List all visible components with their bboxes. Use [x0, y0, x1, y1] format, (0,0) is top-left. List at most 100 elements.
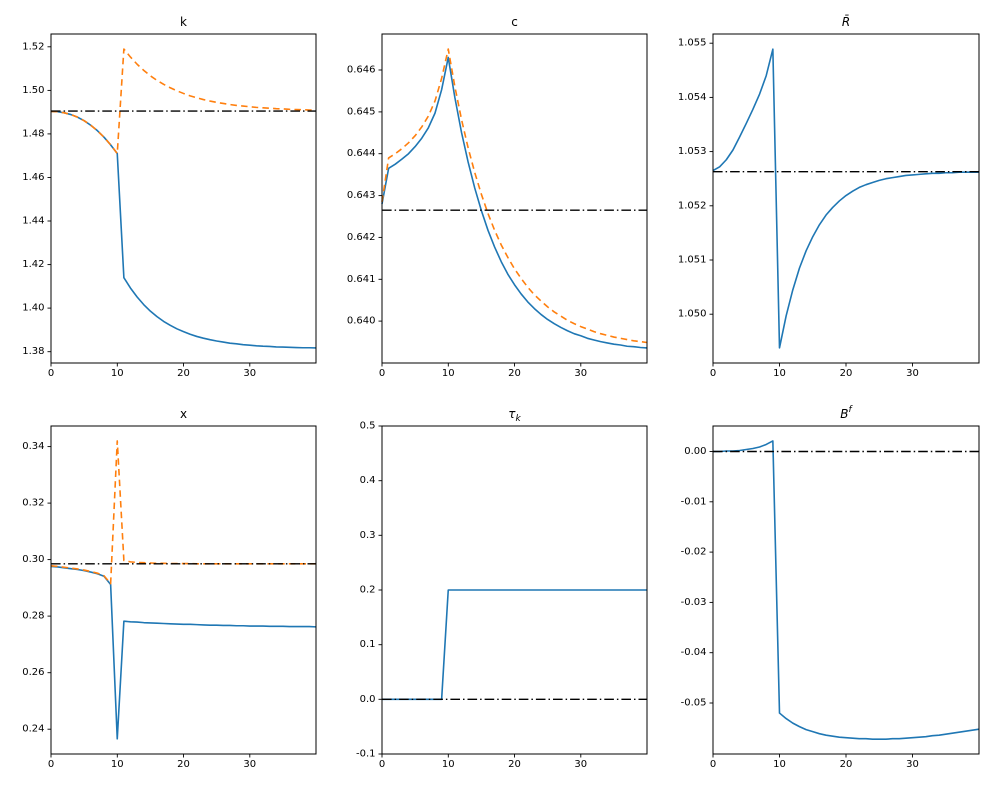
- series-line-dashed_orange: [50, 48, 317, 155]
- axes-border: [381, 425, 648, 755]
- series-line-solid_blue: [712, 48, 979, 349]
- subplot-b-f-title: Bf: [713, 402, 979, 427]
- subplot-b-f: Bf 0 10 20 30 -0.05 -0.04 -0.03 -0.02 -0.01 0.00: [681, 405, 980, 770]
- subplot-c: c 0 10 20 30 0.640 0.641 0.642 0.643 0.644 0.645 0…: [347, 15, 648, 379]
- subplot-tau-k-title-text: τ: [508, 407, 516, 421]
- subplot-c-title: c: [382, 10, 647, 35]
- x-tick-label: 10: [111, 368, 124, 379]
- axes-border: [712, 425, 980, 755]
- series-line-solid_blue: [381, 56, 648, 349]
- y-tick-label: 1.055: [678, 38, 707, 49]
- x-tick-label: 20: [840, 368, 853, 379]
- x-tick-label: 0: [379, 759, 385, 770]
- y-tick-label: 1.50: [22, 85, 44, 96]
- series-line-solid_blue: [50, 110, 317, 349]
- y-tick-label: 1.38: [22, 346, 44, 357]
- x-tick-label: 20: [177, 368, 190, 379]
- y-tick-label: 1.44: [22, 216, 44, 227]
- y-tick-label: 1.46: [22, 172, 44, 183]
- series-line-dashed_orange: [381, 48, 648, 344]
- y-tick-label: 1.42: [22, 259, 44, 270]
- x-tick-label: 30: [906, 759, 919, 770]
- y-tick-label: 0.5: [360, 421, 376, 432]
- subplot-tau-k-plot-area: 0 10 20 30 -0.1 0.0 0.1 0.2 0.3 0.4 0.5: [356, 421, 648, 770]
- subplot-c-title-text: c: [511, 15, 518, 29]
- subplot-tau-k: τk 0 10 20 30 -0.1 0.0 0.1 0.2 0.3 0.4 0.5: [356, 407, 648, 770]
- subplot-x: x 0 10 20 30 0.24 0.26 0.28 0.30 0.32 0.34: [22, 407, 317, 770]
- y-tick-label: 1.40: [22, 303, 44, 314]
- y-tick-label: 0.26: [22, 667, 44, 678]
- y-tick-label: 0.2: [360, 585, 376, 596]
- y-tick-label: 0.4: [360, 475, 376, 486]
- subplot-k-title-text: k: [180, 15, 187, 29]
- axes-border: [50, 425, 317, 755]
- x-tick-label: 10: [442, 368, 455, 379]
- y-tick-label: 0.644: [347, 148, 376, 159]
- x-tick-label: 20: [840, 759, 853, 770]
- x-tick-label: 0: [710, 759, 716, 770]
- subplot-k: k 0 10 20 30 1.38 1.40 1.42 1.44 1.46 1.48 1.50 1.5…: [22, 15, 317, 379]
- subplot-b-f-title-text: B: [840, 407, 849, 421]
- y-tick-label: 0.645: [347, 106, 376, 117]
- y-tick-label: 0.641: [347, 274, 376, 285]
- subplot-tau-k-title-subscript: k: [515, 414, 521, 424]
- y-tick-label: 0.28: [22, 611, 44, 622]
- y-tick-label: 0.34: [22, 441, 44, 452]
- x-tick-label: 10: [111, 759, 124, 770]
- x-tick-label: 30: [243, 368, 256, 379]
- x-tick-label: 30: [243, 759, 256, 770]
- y-tick-label: 1.054: [678, 92, 707, 103]
- subplot-c-plot-area: 0 10 20 30 0.640 0.641 0.642 0.643 0.644 0.645 0.6…: [347, 33, 648, 379]
- y-tick-label: 0.24: [22, 724, 44, 735]
- subplot-k-title: k: [51, 10, 316, 35]
- subplot-b-f-plot-area: 0 10 20 30 -0.05 -0.04 -0.03 -0.02 -0.01 0.00: [681, 425, 980, 770]
- y-tick-label: -0.02: [681, 547, 707, 558]
- y-tick-label: 1.052: [678, 200, 707, 211]
- y-tick-label: 0.643: [347, 190, 376, 201]
- subplot-r-bar-title: R̄: [713, 10, 979, 35]
- y-tick-label: 0.32: [22, 498, 44, 509]
- axes-border: [712, 33, 980, 364]
- y-tick-label: 1.52: [22, 41, 44, 52]
- x-tick-label: 10: [773, 368, 786, 379]
- subplot-x-title: x: [51, 402, 316, 427]
- series-line-solid_blue: [50, 565, 317, 740]
- x-tick-label: 10: [773, 759, 786, 770]
- y-tick-label: 0.1: [360, 639, 376, 650]
- y-tick-label: 0.0: [360, 694, 376, 705]
- x-tick-label: 0: [710, 368, 716, 379]
- y-tick-label: 0.3: [360, 530, 376, 541]
- subplot-r-bar: R̄ 0 10 20 30 1.050 1.051 1.052 1.053 1.054 1.055: [678, 15, 980, 379]
- y-tick-label: 0.642: [347, 232, 376, 243]
- y-tick-label: 1.053: [678, 146, 707, 157]
- x-tick-label: 20: [508, 368, 521, 379]
- y-tick-label: 0.30: [22, 554, 44, 565]
- x-tick-label: 30: [906, 368, 919, 379]
- x-tick-label: 0: [379, 368, 385, 379]
- y-tick-label: -0.01: [681, 496, 707, 507]
- x-tick-label: 0: [48, 368, 54, 379]
- y-tick-label: 1.051: [678, 255, 707, 266]
- subplot-r-bar-plot-area: 0 10 20 30 1.050 1.051 1.052 1.053 1.054 1.055: [678, 33, 980, 379]
- x-tick-label: 30: [574, 759, 587, 770]
- x-tick-label: 30: [574, 368, 587, 379]
- y-tick-label: -0.04: [681, 647, 707, 658]
- subplot-tau-k-title: τk: [382, 402, 647, 427]
- subplot-x-title-text: x: [179, 407, 188, 421]
- x-tick-label: 0: [48, 759, 54, 770]
- x-tick-label: 20: [508, 759, 521, 770]
- axes-border: [381, 33, 648, 364]
- y-tick-label: 1.050: [678, 309, 707, 320]
- y-tick-label: -0.03: [681, 597, 707, 608]
- series-line-solid_blue: [713, 440, 980, 741]
- x-tick-label: 20: [177, 759, 190, 770]
- subplot-r-bar-title-text: R̄: [841, 15, 851, 29]
- x-tick-label: 10: [442, 759, 455, 770]
- y-tick-label: -0.05: [681, 698, 707, 709]
- y-tick-label: 1.48: [22, 128, 44, 139]
- series-line-solid_blue: [382, 589, 647, 701]
- series-line-dashed_orange: [50, 440, 316, 585]
- y-tick-label: 0.00: [684, 446, 706, 457]
- axes-border: [50, 33, 317, 364]
